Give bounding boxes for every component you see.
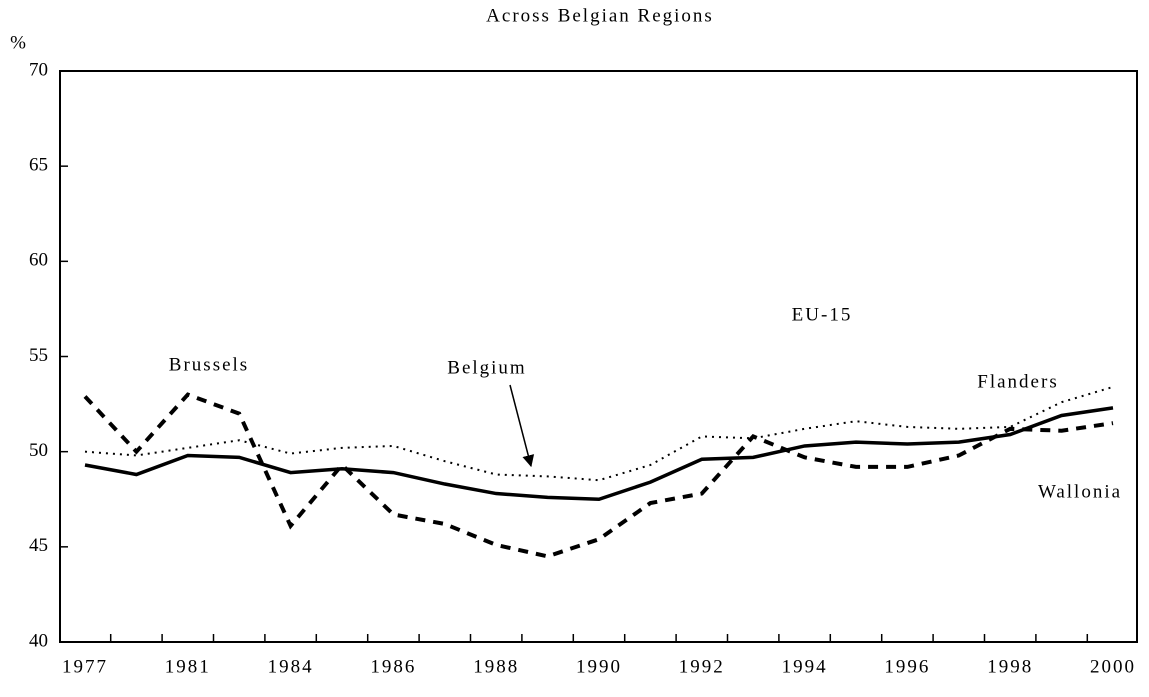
x-tick-label: 1994 [782, 656, 828, 677]
y-tick-label: 65 [29, 155, 48, 176]
arrow [509, 384, 535, 468]
series-label: Flanders [977, 371, 1058, 392]
y-tick-label: 40 [29, 630, 48, 651]
x-tick-label: 1981 [165, 656, 211, 677]
y-tick-label: 70 [29, 59, 48, 80]
y-tick-label: 50 [29, 440, 48, 461]
y-axis-label: % [10, 32, 26, 53]
series-line [84, 385, 1114, 482]
x-tick-label: 1986 [370, 656, 416, 677]
x-tick-label: 2000 [1090, 656, 1136, 677]
x-tick-label: 1992 [679, 656, 725, 677]
x-tick-label: 1988 [473, 656, 519, 677]
series-label: Belgium [447, 357, 526, 378]
series-label: Wallonia [1038, 481, 1122, 502]
series-line [84, 406, 1114, 502]
y-tick-label: 60 [29, 250, 48, 271]
x-tick-label: 1977 [62, 656, 108, 677]
y-tick-label: 45 [29, 535, 48, 556]
annotation: EU-15 [792, 304, 853, 325]
x-tick-label: 1990 [576, 656, 622, 677]
series-line [83, 392, 1114, 559]
chart-title: Across Belgian Regions [486, 5, 714, 26]
y-tick-label: 55 [29, 345, 48, 366]
x-tick-label: 1998 [987, 656, 1033, 677]
x-tick-label: 1996 [884, 656, 930, 677]
x-tick-label: 1984 [268, 656, 314, 677]
annotation: Brussels [169, 354, 249, 375]
